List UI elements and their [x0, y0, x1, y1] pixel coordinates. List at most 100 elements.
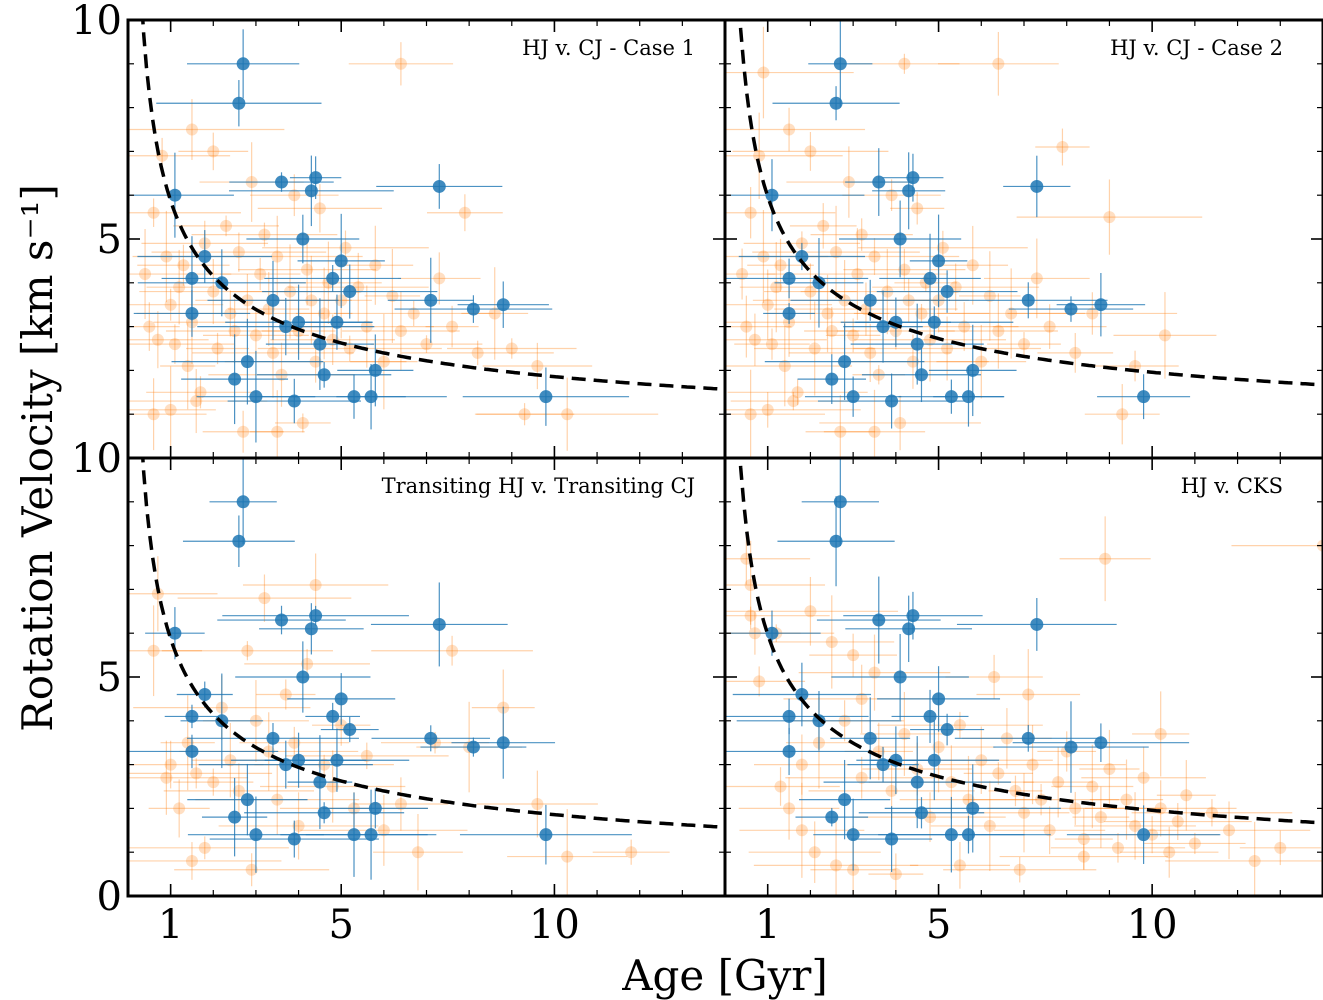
- comparison-point: [725, 26, 854, 119]
- data-marker: [364, 828, 378, 842]
- data-marker: [1077, 850, 1090, 863]
- hj-point: [336, 363, 406, 430]
- data-marker: [185, 744, 199, 758]
- data-marker: [394, 798, 407, 811]
- data-marker: [876, 320, 890, 334]
- x-tick-label: 10: [529, 902, 580, 948]
- comparison-point: [257, 184, 383, 233]
- data-marker: [343, 342, 356, 355]
- data-marker: [902, 184, 916, 198]
- comparison-point: [725, 576, 899, 646]
- hj-point: [858, 797, 985, 829]
- data-marker: [198, 688, 212, 702]
- data-marker: [966, 259, 979, 272]
- data-marker: [804, 145, 817, 158]
- comparison-point: [872, 263, 1040, 311]
- data-marker: [863, 293, 877, 307]
- comparison-point: [853, 303, 990, 323]
- data-marker: [232, 784, 245, 797]
- data-marker: [207, 285, 220, 298]
- hj-point: [217, 605, 346, 635]
- data-marker: [804, 285, 817, 298]
- data-marker: [927, 315, 941, 329]
- data-marker: [902, 622, 916, 636]
- data-marker: [1094, 736, 1108, 750]
- data-marker: [833, 57, 847, 71]
- comparison-point: [161, 641, 333, 661]
- hj-point: [861, 347, 982, 403]
- data-marker: [240, 793, 254, 807]
- hj-point: [262, 264, 438, 319]
- data-marker: [330, 315, 344, 329]
- comparison-point: [146, 249, 212, 325]
- hj-point: [187, 29, 300, 99]
- data-marker: [975, 355, 988, 368]
- data-marker: [377, 355, 390, 368]
- data-marker: [958, 320, 971, 333]
- data-marker: [855, 771, 868, 784]
- hj-point: [459, 804, 632, 865]
- data-marker: [236, 495, 250, 509]
- comparison-point: [128, 324, 235, 364]
- data-marker: [1163, 846, 1176, 859]
- hj-point: [1012, 723, 1190, 762]
- data-marker: [309, 609, 323, 623]
- data-marker: [173, 281, 186, 294]
- data-marker: [846, 390, 860, 404]
- data-marker: [1021, 293, 1035, 307]
- data-marker: [249, 390, 263, 404]
- hj-point: [235, 641, 371, 713]
- comparison-point: [173, 768, 254, 796]
- data-marker: [855, 692, 868, 705]
- data-marker: [1022, 688, 1035, 701]
- data-marker: [368, 363, 382, 377]
- data-marker: [953, 719, 966, 732]
- data-marker: [864, 346, 877, 359]
- data-marker: [765, 338, 778, 351]
- data-marker: [211, 342, 224, 355]
- comparison-point: [128, 836, 289, 860]
- comparison-point: [868, 853, 924, 895]
- comparison-point: [220, 257, 301, 291]
- data-marker: [539, 828, 553, 842]
- hj-point: [876, 270, 1018, 313]
- data-marker: [292, 819, 305, 832]
- comparison-point: [809, 633, 897, 677]
- data-marker: [885, 832, 899, 846]
- hj-point: [808, 20, 873, 108]
- comparison-point: [1074, 792, 1196, 860]
- comparison-point: [239, 726, 350, 759]
- comparison-point: [370, 335, 483, 353]
- data-marker: [368, 801, 382, 815]
- data-marker: [1026, 758, 1039, 771]
- data-marker: [334, 254, 348, 268]
- comparison-point: [128, 311, 209, 369]
- data-marker: [782, 709, 796, 723]
- data-marker: [407, 307, 420, 320]
- data-marker: [301, 263, 314, 276]
- y-tick-label: 0: [97, 874, 122, 920]
- comparison-point: [764, 263, 857, 320]
- data-marker: [885, 784, 898, 797]
- comparison-point: [725, 606, 830, 625]
- data-marker: [287, 832, 301, 846]
- comparison-point: [257, 335, 442, 362]
- comparison-point: [725, 666, 806, 697]
- comparison-point: [202, 410, 284, 453]
- comparison-point: [725, 313, 827, 366]
- comparison-point: [1156, 760, 1216, 831]
- data-marker: [915, 307, 928, 320]
- data-marker: [185, 709, 199, 723]
- comparison-point: [148, 779, 210, 838]
- hj-point: [451, 706, 556, 779]
- data-marker: [369, 259, 382, 272]
- data-marker: [561, 408, 574, 421]
- comparison-point: [151, 232, 327, 272]
- data-marker: [1129, 819, 1142, 832]
- hj-point: [933, 366, 1004, 427]
- comparison-point: [987, 332, 1061, 357]
- comparison-point: [353, 777, 449, 831]
- data-marker: [432, 617, 446, 631]
- data-marker: [1056, 141, 1069, 154]
